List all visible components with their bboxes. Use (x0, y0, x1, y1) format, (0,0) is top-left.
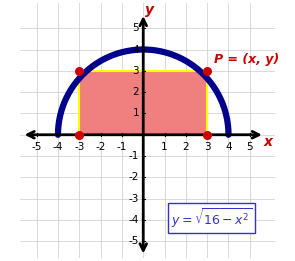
Text: -5: -5 (32, 142, 42, 152)
Text: -4: -4 (53, 142, 63, 152)
Text: P = (x, y): P = (x, y) (214, 53, 279, 66)
Text: 1: 1 (132, 109, 139, 118)
Text: 2: 2 (183, 142, 189, 152)
Text: -2: -2 (95, 142, 106, 152)
Text: $y = \sqrt{16 - x^2}$: $y = \sqrt{16 - x^2}$ (171, 206, 252, 230)
Text: 5: 5 (247, 142, 253, 152)
Text: 4: 4 (132, 45, 139, 55)
Text: -5: -5 (129, 236, 139, 246)
Text: -3: -3 (74, 142, 84, 152)
Text: -4: -4 (129, 215, 139, 225)
Text: 4: 4 (225, 142, 232, 152)
Text: 3: 3 (132, 66, 139, 76)
Text: x: x (263, 135, 272, 149)
Text: -3: -3 (129, 194, 139, 204)
Point (77, 69, 82, 73)
Bar (79, 71, 207, 135)
Text: y: y (145, 3, 154, 17)
Text: -2: -2 (129, 173, 139, 182)
Text: 3: 3 (204, 142, 211, 152)
Text: 1: 1 (161, 142, 168, 152)
Text: -1: -1 (129, 151, 139, 161)
Point (205, 69, 209, 73)
Text: 5: 5 (132, 23, 139, 33)
Point (77, 133, 82, 137)
Text: 2: 2 (132, 87, 139, 97)
Text: -1: -1 (117, 142, 127, 152)
Point (205, 133, 209, 137)
